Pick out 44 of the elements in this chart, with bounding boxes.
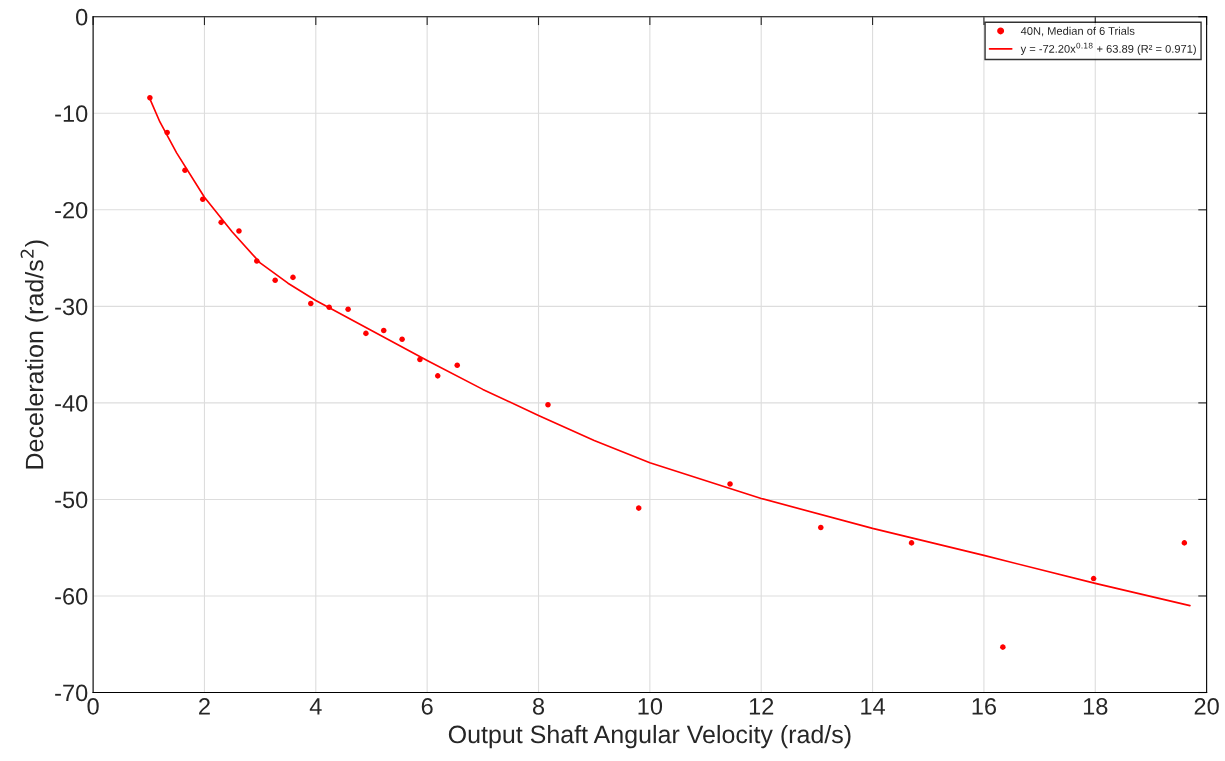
y-tick-label: -50 xyxy=(55,491,88,509)
point xyxy=(308,300,314,307)
x-tick-label: 18 xyxy=(1083,697,1108,715)
point xyxy=(727,481,733,487)
point xyxy=(1000,644,1006,650)
point xyxy=(236,228,242,234)
point xyxy=(1181,540,1188,546)
line-series xyxy=(149,97,1191,607)
point xyxy=(434,373,441,379)
x-tick-label: 6 xyxy=(421,697,433,715)
point xyxy=(1090,575,1097,582)
y-tick-label: -40 xyxy=(55,394,88,412)
x-tick-label: 10 xyxy=(638,697,663,715)
x-tick-label: 12 xyxy=(749,697,774,715)
point xyxy=(908,540,915,546)
point xyxy=(635,505,642,511)
point xyxy=(818,524,824,531)
point xyxy=(290,274,296,281)
y-tick-label: -70 xyxy=(55,684,88,702)
x-tick-label: 2 xyxy=(199,697,210,715)
y-tick-label: -20 xyxy=(55,201,88,219)
point xyxy=(380,327,387,334)
x-tick-label: 0 xyxy=(87,697,99,715)
point xyxy=(218,219,224,226)
point xyxy=(417,356,423,363)
y-tick-label: -10 xyxy=(55,105,88,123)
point xyxy=(363,330,369,337)
legend-label: y = -72.20x$^{0.18}$ + 63.89 (R² = 0.971) xyxy=(1020,42,1196,55)
y-axis-title: Deceleration (rad/s$^{2}$) xyxy=(20,240,49,469)
point xyxy=(545,402,551,408)
x-axis-title: Output Shaft Angular Velocity (rad/s) xyxy=(448,724,851,749)
x-tick-label: 8 xyxy=(532,697,545,715)
y-tick-label: -60 xyxy=(55,588,88,605)
x-tick-label: 14 xyxy=(861,698,886,715)
x-tick-label: 16 xyxy=(972,697,997,715)
y-tick-label: 0 xyxy=(76,8,88,26)
x-tick-label: 20 xyxy=(1194,697,1219,715)
point xyxy=(345,306,351,313)
point xyxy=(454,362,460,369)
x-tick-label: 4 xyxy=(309,698,322,715)
y-tick-label: -30 xyxy=(55,298,88,316)
point xyxy=(272,277,278,284)
point xyxy=(399,336,405,342)
legend-label: 40N, Median of 6 Trials xyxy=(1020,26,1135,37)
